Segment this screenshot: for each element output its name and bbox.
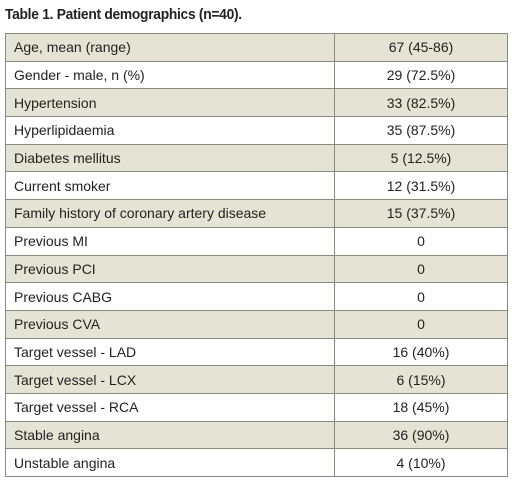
table-row: Family history of coronary artery diseas… xyxy=(5,199,508,228)
row-label: Hyperlipidaemia xyxy=(5,116,335,145)
table-row: Unstable angina 4 (10%) xyxy=(5,448,508,477)
table-row: Diabetes mellitus 5 (12.5%) xyxy=(5,143,508,173)
row-value: 18 (45%) xyxy=(334,392,508,422)
table-row: Target vessel - LAD 16 (40%) xyxy=(5,337,508,367)
table-row: Hyperlipidaemia 35 (87.5%) xyxy=(5,116,508,145)
row-label: Family history of coronary artery diseas… xyxy=(5,199,335,228)
row-label: Stable angina xyxy=(5,420,335,450)
row-label: Diabetes mellitus xyxy=(5,143,335,173)
row-label: Previous MI xyxy=(5,226,335,256)
table-row: Current smoker 12 (31.5%) xyxy=(5,171,508,201)
row-value: 4 (10%) xyxy=(334,448,508,477)
row-value: 0 xyxy=(334,226,508,256)
row-label: Previous CVA xyxy=(5,309,335,339)
table-row: Previous MI 0 xyxy=(5,226,508,256)
row-value: 5 (12.5%) xyxy=(334,143,508,173)
row-value: 12 (31.5%) xyxy=(334,171,508,201)
row-label: Previous CABG xyxy=(5,282,335,311)
row-label: Gender - male, n (%) xyxy=(5,60,335,90)
row-value: 0 xyxy=(334,309,508,339)
table-title: Table 1. Patient demographics (n=40). xyxy=(5,6,242,23)
row-label: Current smoker xyxy=(5,171,335,201)
table-row: Gender - male, n (%) 29 (72.5%) xyxy=(5,60,508,90)
row-label: Unstable angina xyxy=(5,448,335,477)
row-value: 35 (87.5%) xyxy=(334,116,508,145)
row-label: Hypertension xyxy=(5,88,335,118)
row-value: 67 (45-86) xyxy=(334,33,508,62)
table-row: Target vessel - LCX 6 (15%) xyxy=(5,365,508,394)
table-row: Age, mean (range) 67 (45-86) xyxy=(5,33,508,62)
row-value: 29 (72.5%) xyxy=(334,60,508,90)
demographics-table: Age, mean (range) 67 (45-86) Gender - male… xyxy=(5,33,508,477)
row-value: 6 (15%) xyxy=(334,365,508,394)
table-row: Hypertension 33 (82.5%) xyxy=(5,88,508,118)
table-row: Target vessel - RCA 18 (45%) xyxy=(5,392,508,422)
row-value: 15 (37.5%) xyxy=(334,199,508,228)
table-row: Previous CABG 0 xyxy=(5,282,508,311)
row-value: 16 (40%) xyxy=(334,337,508,367)
row-label: Target vessel - LAD xyxy=(5,337,335,367)
row-value: 0 xyxy=(334,282,508,311)
table-row: Stable angina 36 (90%) xyxy=(5,420,508,450)
row-label: Target vessel - LCX xyxy=(5,365,335,394)
row-value: 33 (82.5%) xyxy=(334,88,508,118)
row-label: Target vessel - RCA xyxy=(5,392,335,422)
row-value: 0 xyxy=(334,254,508,284)
row-label: Previous PCI xyxy=(5,254,335,284)
table-row: Previous PCI 0 xyxy=(5,254,508,284)
row-value: 36 (90%) xyxy=(334,420,508,450)
row-label: Age, mean (range) xyxy=(5,33,335,62)
table-row: Previous CVA 0 xyxy=(5,309,508,339)
